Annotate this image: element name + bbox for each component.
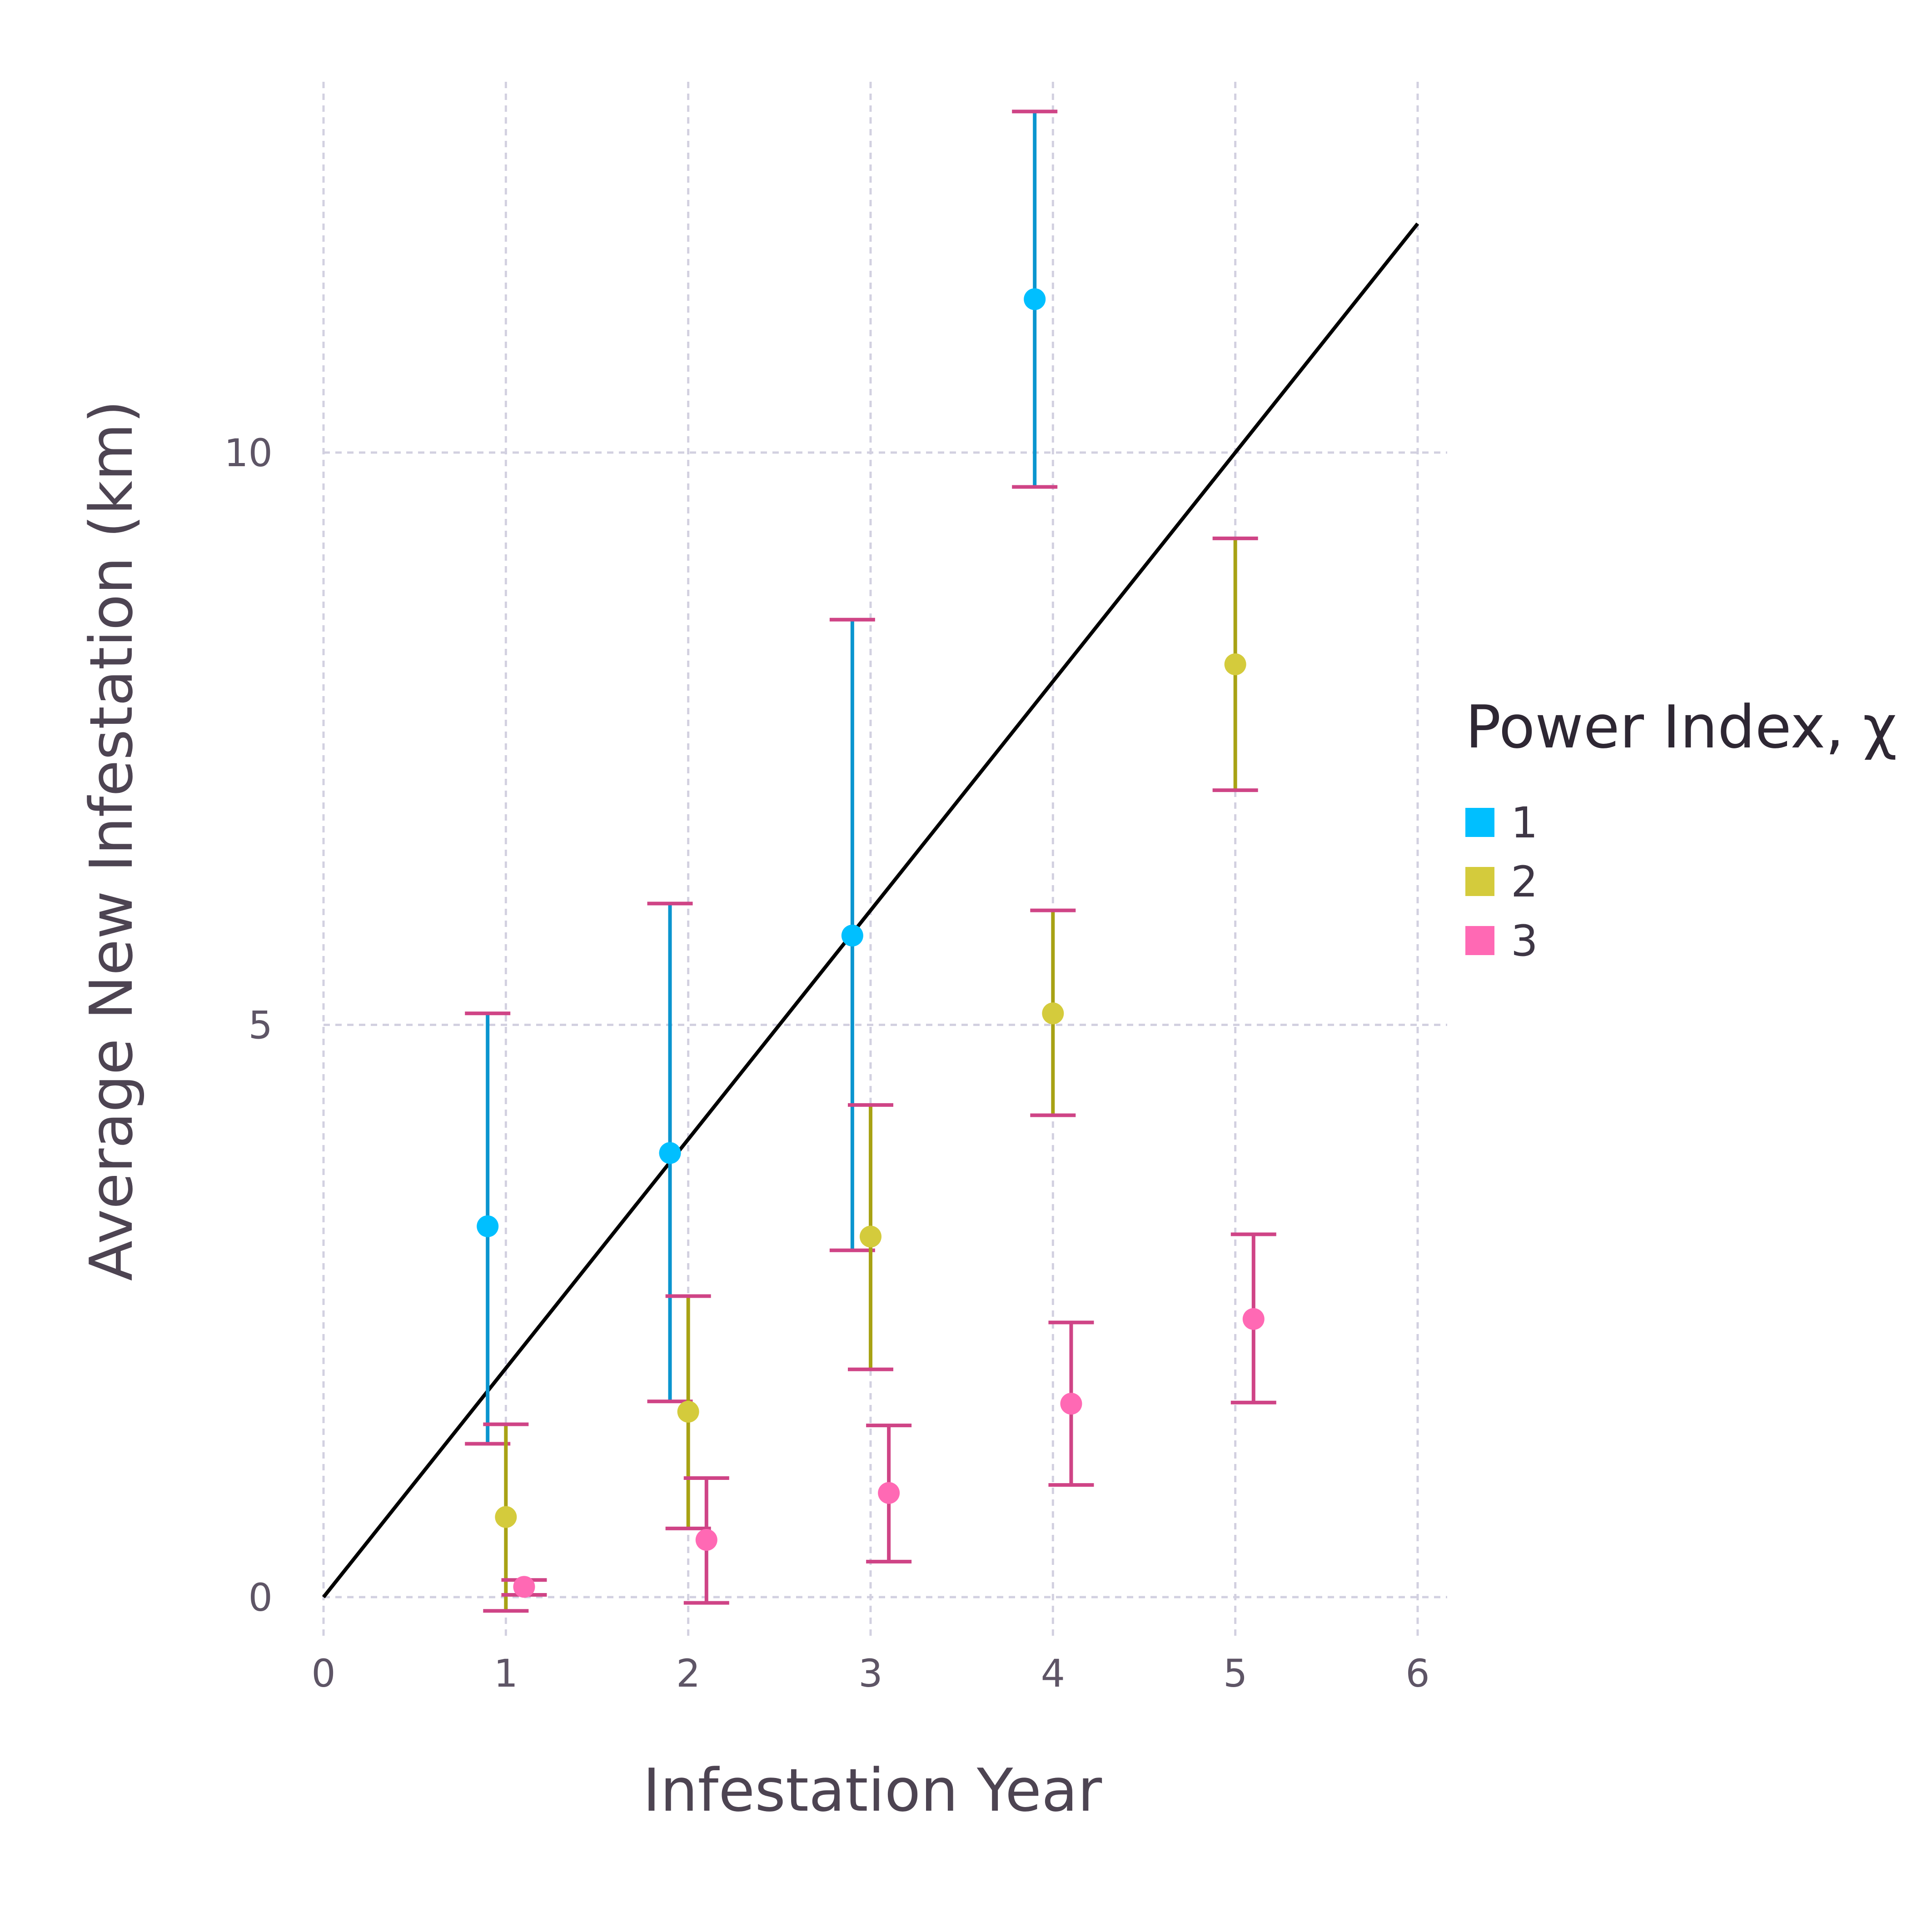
x-axis-title: Infestation Year <box>643 1756 1102 1825</box>
legend-swatch <box>1465 867 1494 896</box>
y-tick-label: 5 <box>249 1003 273 1048</box>
data-point <box>1042 1002 1064 1025</box>
reference-line <box>322 222 1419 1598</box>
y-tick-label: 0 <box>249 1575 273 1620</box>
legend-title: Power Index, χ <box>1465 692 1897 762</box>
legend-swatch <box>1465 926 1494 955</box>
legend-label: 3 <box>1511 916 1538 966</box>
data-point <box>495 1506 517 1528</box>
data-point <box>841 925 863 947</box>
tick-labels: 0 1 2 3 4 5 6 0 5 10 <box>224 431 1430 1696</box>
series-1 <box>465 110 1058 1446</box>
x-tick-label: 6 <box>1405 1651 1429 1696</box>
x-tick-label: 5 <box>1223 1651 1247 1696</box>
data-point <box>860 1225 881 1248</box>
data-point <box>1060 1393 1082 1415</box>
x-tick-label: 4 <box>1041 1651 1065 1696</box>
grid <box>322 82 1447 1636</box>
x-tick-label: 3 <box>858 1651 882 1696</box>
data-point <box>878 1482 900 1504</box>
plot-area <box>465 110 1276 1613</box>
data-point <box>477 1215 499 1237</box>
series-2 <box>483 536 1258 1613</box>
data-point <box>659 1142 681 1164</box>
data-point <box>1242 1308 1265 1330</box>
legend-items: 1 2 3 <box>1465 798 1538 966</box>
data-point <box>695 1529 717 1551</box>
y-axis-title: Average New Infestation (km) <box>77 400 146 1281</box>
reference-line-layer <box>322 222 1419 1598</box>
series-3 <box>501 1232 1276 1605</box>
x-tick-label: 0 <box>311 1651 335 1696</box>
legend-swatch <box>1465 808 1494 837</box>
legend-label: 2 <box>1511 857 1538 907</box>
data-point <box>1224 653 1246 676</box>
data-point <box>677 1400 699 1423</box>
legend-label: 1 <box>1511 798 1538 848</box>
y-tick-label: 10 <box>224 431 273 475</box>
x-tick-label: 2 <box>676 1651 700 1696</box>
data-point <box>513 1576 535 1598</box>
data-point <box>1024 288 1046 310</box>
x-tick-label: 1 <box>494 1651 518 1696</box>
legend: Power Index, χ 1 2 3 <box>1465 692 1897 966</box>
